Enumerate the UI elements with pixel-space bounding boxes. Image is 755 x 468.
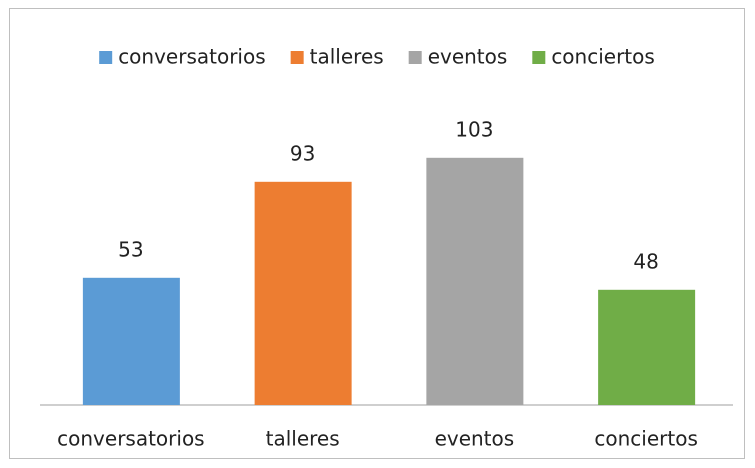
legend-label: conciertos [551, 45, 655, 69]
x-tick-label: conversatorios [57, 427, 204, 451]
legend-swatch [99, 51, 113, 64]
data-label: 103 [455, 117, 493, 141]
data-label: 53 [118, 237, 143, 261]
x-tick-label: eventos [435, 427, 515, 451]
bar [82, 277, 180, 405]
legend-label: conversatorios [118, 45, 265, 69]
bar [254, 181, 352, 405]
bar [598, 289, 696, 405]
legend-swatch [290, 51, 304, 64]
legend-swatch [532, 51, 546, 64]
legend-label: eventos [428, 45, 508, 69]
x-tick-label: talleres [266, 427, 340, 451]
bar [426, 157, 524, 405]
data-label: 93 [290, 141, 315, 165]
x-tick-label: conciertos [594, 427, 698, 451]
legend-label: talleres [310, 45, 384, 69]
data-label: 48 [633, 249, 658, 273]
legend-swatch [408, 51, 422, 64]
